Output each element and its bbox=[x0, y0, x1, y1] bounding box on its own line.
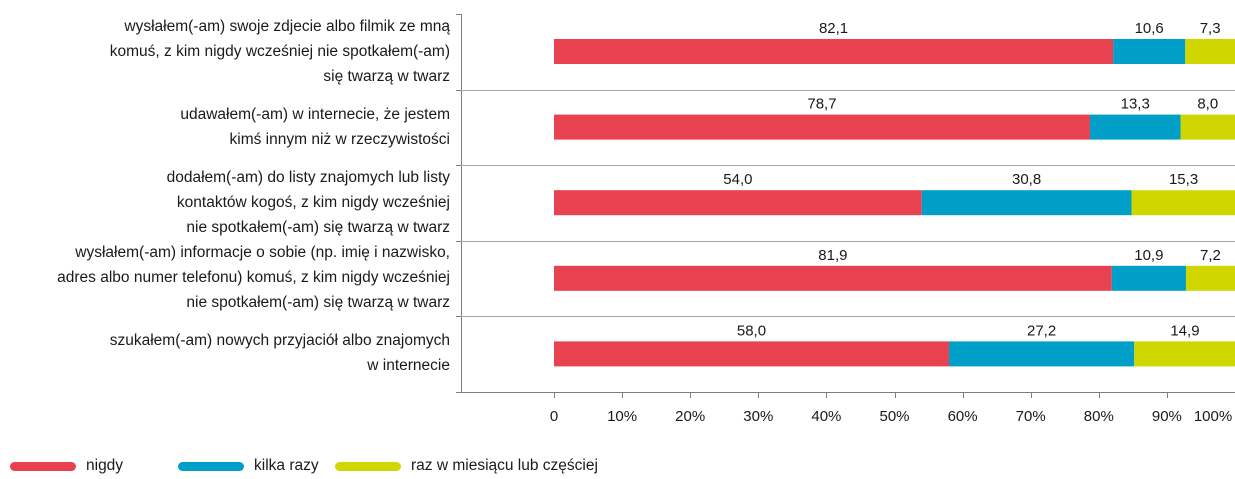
bar-segment bbox=[554, 190, 922, 216]
bar-segment bbox=[1180, 114, 1235, 140]
category-label-line: kontaktów kogoś, z kim nigdy wcześniej bbox=[176, 193, 450, 211]
data-label: 10,9 bbox=[1134, 247, 1163, 264]
data-label: 7,2 bbox=[1200, 247, 1221, 264]
bar-segment bbox=[921, 190, 1132, 216]
x-tick-label: 60% bbox=[948, 408, 978, 425]
legend-swatch bbox=[335, 462, 401, 471]
data-label: 15,3 bbox=[1169, 171, 1198, 188]
data-label: 14,9 bbox=[1170, 322, 1199, 339]
category-label-line: udawałem(-am) w internecie, że jestem bbox=[180, 105, 450, 123]
bar-segment bbox=[1134, 341, 1235, 367]
data-label: 13,3 bbox=[1121, 96, 1150, 113]
x-tick-label: 90% bbox=[1152, 408, 1182, 425]
x-tick-label: 10% bbox=[607, 408, 637, 425]
category-label-line: komuś, z kim nigdy wcześniej nie spotkał… bbox=[109, 42, 450, 60]
category-label-line: dodałem(-am) do listy znajomych lub list… bbox=[166, 168, 450, 186]
bar-segment bbox=[1089, 114, 1181, 140]
data-label: 82,1 bbox=[819, 20, 848, 37]
category-label-line: kimś innym niż w rzeczywistości bbox=[229, 130, 450, 148]
bar-segment bbox=[1113, 39, 1186, 64]
category-label-line: nie spotkałem(-am) się twarzą w twarz bbox=[186, 218, 450, 236]
legend-swatch bbox=[10, 462, 76, 471]
category-label-line: szukałem(-am) nowych przyjaciół albo zna… bbox=[109, 332, 450, 350]
bar-segment bbox=[1131, 190, 1235, 216]
category-label-line: się twarzą w twarz bbox=[323, 67, 450, 85]
bar-segment bbox=[1185, 39, 1235, 64]
bar-segment bbox=[554, 39, 1114, 64]
data-label: 10,6 bbox=[1135, 20, 1164, 37]
category-label: wysłałem(-am) swoje zdjecie albo filmik … bbox=[0, 14, 450, 89]
data-label: 78,7 bbox=[807, 96, 836, 113]
x-tick-label: 0 bbox=[550, 408, 558, 425]
category-label-line: wysłałem(-am) informacje o sobie (np. im… bbox=[75, 244, 450, 262]
category-label: udawałem(-am) w internecie, że jestem kim… bbox=[0, 102, 450, 152]
bar-segment bbox=[1111, 265, 1186, 291]
legend-label: raz w miesiącu lub częściej bbox=[411, 457, 598, 474]
bar-segment bbox=[554, 341, 949, 367]
x-tick-label: 40% bbox=[811, 408, 841, 425]
bar-segment bbox=[1185, 265, 1235, 291]
category-label-line: w internecie bbox=[367, 357, 450, 375]
data-label: 30,8 bbox=[1012, 171, 1041, 188]
data-label: 8,0 bbox=[1197, 96, 1218, 113]
legend-swatch bbox=[178, 462, 244, 471]
x-tick-label: 20% bbox=[675, 408, 705, 425]
legend-label: nigdy bbox=[86, 457, 124, 474]
x-tick-label: 30% bbox=[743, 408, 773, 425]
category-label-line: wysłałem(-am) swoje zdjecie albo filmik … bbox=[124, 17, 450, 35]
category-label: szukałem(-am) nowych przyjaciół albo zna… bbox=[0, 328, 450, 378]
bar-segment bbox=[554, 265, 1112, 291]
data-label: 58,0 bbox=[737, 322, 766, 339]
data-label: 27,2 bbox=[1027, 322, 1056, 339]
x-tick-label: 100% bbox=[1194, 408, 1232, 425]
x-tick-label: 50% bbox=[879, 408, 909, 425]
data-label: 7,3 bbox=[1200, 20, 1221, 37]
bar-segment bbox=[948, 341, 1135, 367]
x-tick-label: 70% bbox=[1016, 408, 1046, 425]
bar-segment bbox=[554, 114, 1090, 140]
category-label: wysłałem(-am) informacje o sobie (np. im… bbox=[0, 240, 450, 315]
legend-label: kilka razy bbox=[254, 457, 319, 474]
category-label-line: adres albo numer telefonu) komuś, z kim … bbox=[57, 269, 450, 287]
x-tick-label: 80% bbox=[1084, 408, 1114, 425]
category-label-line: nie spotkałem(-am) się twarzą w twarz bbox=[186, 294, 450, 312]
data-label: 54,0 bbox=[723, 171, 752, 188]
data-label: 81,9 bbox=[818, 247, 847, 264]
category-label: dodałem(-am) do listy znajomych lub list… bbox=[0, 165, 450, 240]
